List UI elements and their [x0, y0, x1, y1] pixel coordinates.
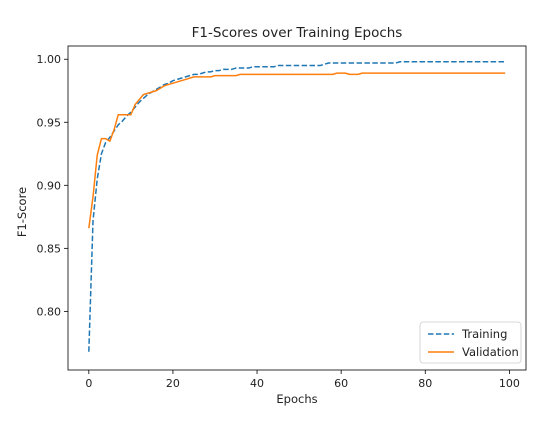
x-tick-label: 100: [499, 377, 520, 390]
y-tick-label: 1.00: [37, 53, 62, 66]
ticks-layer: 0 20 40 60 80 100 0.80 0.85 0.90 0.95 1.00: [37, 53, 520, 390]
y-tick-label: 0.80: [37, 305, 62, 318]
chart-title: F1-Scores over Training Epochs: [192, 25, 403, 41]
legend-label-training: Training: [461, 327, 507, 341]
series-line-training: [88, 61, 506, 352]
y-tick-label: 0.90: [37, 179, 62, 192]
x-tick-label: 80: [418, 377, 432, 390]
x-tick-label: 60: [334, 377, 348, 390]
y-tick-label: 0.95: [37, 116, 62, 129]
y-tick-label: 0.85: [37, 242, 62, 255]
y-axis-label: F1-Score: [15, 187, 29, 237]
x-tick-label: 20: [166, 377, 180, 390]
x-axis-label: Epochs: [276, 392, 317, 406]
plot-frame: [67, 45, 527, 371]
series-layer: [88, 61, 506, 352]
series-line-validation: [88, 72, 506, 229]
x-tick-label: 40: [250, 377, 264, 390]
legend: Training Validation: [419, 321, 522, 364]
legend-label-validation: Validation: [462, 345, 519, 359]
x-tick-label: 0: [85, 377, 92, 390]
